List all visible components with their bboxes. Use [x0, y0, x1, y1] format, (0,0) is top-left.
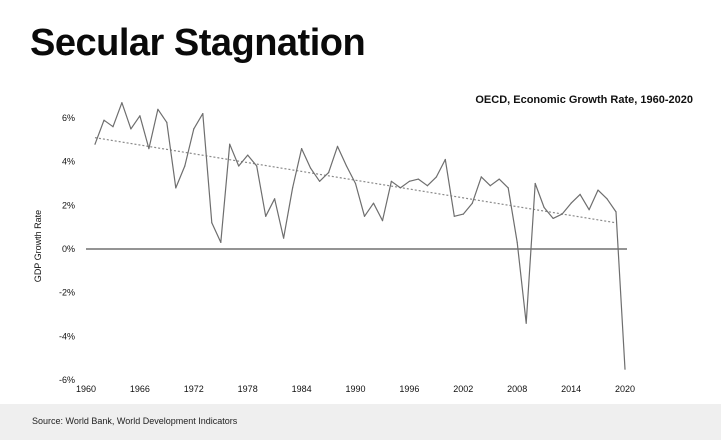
- y-tick-label: 2%: [62, 200, 75, 210]
- y-tick-label: -4%: [59, 331, 75, 341]
- y-tick-label: -2%: [59, 288, 75, 298]
- data-point: [534, 182, 536, 185]
- y-tick-label: 6%: [62, 113, 75, 123]
- data-point: [292, 187, 294, 189]
- trend-group: [94, 137, 617, 224]
- x-tick-label: 1996: [399, 384, 419, 394]
- data-point: [166, 121, 168, 123]
- data-point: [238, 165, 240, 167]
- data-point: [507, 187, 509, 189]
- data-point: [265, 215, 267, 217]
- data-point: [498, 178, 500, 180]
- chart-title: OECD, Economic Growth Rate, 1960-2020: [475, 94, 693, 106]
- data-point: [597, 189, 599, 191]
- data-point: [274, 198, 276, 200]
- data-point: [229, 143, 231, 145]
- x-tick-label: 1978: [238, 384, 258, 394]
- data-point: [130, 128, 132, 130]
- data-point: [345, 165, 348, 167]
- data-point: [121, 102, 123, 104]
- data-point: [175, 187, 177, 189]
- source-note: Source: World Bank, World Development In…: [32, 416, 238, 426]
- data-point: [579, 193, 581, 195]
- data-point: [588, 209, 590, 211]
- data-point: [256, 165, 258, 167]
- data-point: [139, 115, 141, 117]
- data-point: [453, 215, 455, 217]
- x-tick-label: 1966: [130, 384, 150, 394]
- data-point: [417, 178, 419, 180]
- data-point: [184, 165, 186, 167]
- data-point: [435, 176, 437, 178]
- data-point: [543, 206, 545, 209]
- data-point: [444, 158, 446, 161]
- data-point: [148, 148, 150, 150]
- slide-title: Secular Stagnation: [30, 22, 366, 64]
- data-point: [157, 108, 159, 110]
- x-tick-label: 2020: [615, 384, 635, 394]
- data-point: [103, 119, 105, 121]
- data-point: [94, 143, 96, 145]
- data-point: [328, 172, 330, 174]
- data-point: [552, 217, 554, 219]
- data-point: [211, 222, 213, 224]
- data-point: [471, 202, 473, 204]
- data-point: [381, 220, 384, 222]
- data-point: [247, 154, 249, 156]
- x-tick-label: 2002: [453, 384, 473, 394]
- data-point: [525, 322, 527, 324]
- trend-line: [94, 137, 617, 224]
- x-tick-label: 2014: [561, 384, 581, 394]
- data-point: [354, 182, 357, 185]
- data-point: [516, 241, 518, 243]
- footer-band: [0, 404, 721, 440]
- data-point: [624, 368, 626, 370]
- y-tick-label: 0%: [62, 244, 75, 254]
- y-tick-label: 4%: [62, 157, 75, 167]
- data-point: [426, 185, 428, 187]
- data-point: [408, 180, 410, 182]
- x-tick-labels: 1960 1966 1972 1978 1984 1990 1996 2002 2008 2014…: [76, 384, 635, 394]
- data-point: [283, 237, 285, 239]
- data-point: [480, 176, 482, 178]
- y-tick-labels: -6% -4% -2% 0% 2% 4% 6%: [59, 113, 75, 385]
- data-point: [372, 202, 375, 204]
- x-tick-label: 1984: [292, 384, 312, 394]
- data-point: [489, 185, 491, 187]
- y-tick-label: -6%: [59, 375, 75, 385]
- x-tick-label: 1972: [184, 384, 204, 394]
- data-point: [202, 113, 204, 115]
- data-point: [399, 187, 401, 189]
- data-point: [606, 198, 608, 200]
- y-axis-label: GDP Growth Rate: [33, 210, 43, 282]
- series-group: [94, 102, 626, 370]
- x-tick-label: 2008: [507, 384, 527, 394]
- data-point: [310, 167, 312, 169]
- data-point: [220, 241, 222, 243]
- data-point: [363, 215, 366, 217]
- x-tick-label: 1990: [345, 384, 365, 394]
- series-line-0: [94, 102, 626, 370]
- data-point: [462, 213, 464, 215]
- data-point: [615, 211, 617, 213]
- data-point: [390, 180, 392, 182]
- data-point: [336, 145, 339, 147]
- data-point: [319, 180, 321, 182]
- data-point: [193, 128, 195, 130]
- data-point: [301, 148, 303, 150]
- data-point: [570, 202, 572, 204]
- data-point: [112, 126, 114, 128]
- data-point: [561, 213, 563, 215]
- x-tick-label: 1960: [76, 384, 96, 394]
